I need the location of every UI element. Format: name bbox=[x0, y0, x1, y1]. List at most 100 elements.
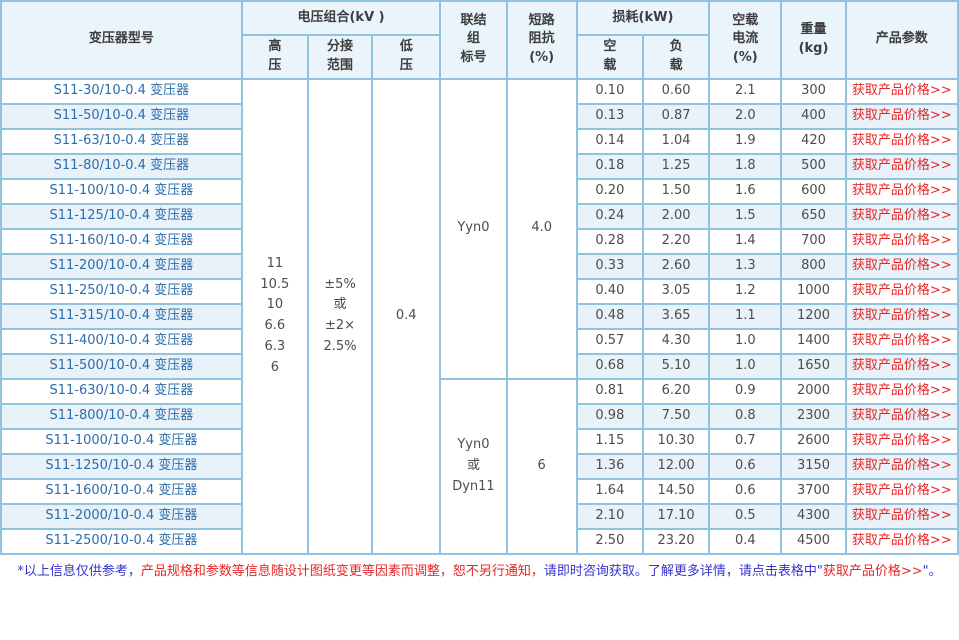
get-price-link[interactable]: 获取产品价格>> bbox=[844, 377, 959, 405]
no-load-loss-value: 0.40 bbox=[575, 277, 644, 305]
disclaimer-text: 产品规格和参数等信息随设计图纸变更等因素而调整，恕不另行通知， bbox=[140, 563, 544, 579]
model-link[interactable]: S11-2000/10-0.4 变压器 bbox=[0, 502, 243, 530]
disclaimer-text: 请即时咨询获取。了解更多详情，请点击表格中" bbox=[543, 563, 823, 579]
get-price-link[interactable]: 获取产品价格>> bbox=[844, 227, 959, 255]
model-link[interactable]: S11-160/10-0.4 变压器 bbox=[0, 227, 243, 255]
get-price-link[interactable]: 获取产品价格>> bbox=[844, 402, 959, 430]
model-link[interactable]: S11-400/10-0.4 变压器 bbox=[0, 327, 243, 355]
no-load-loss-value: 0.18 bbox=[575, 152, 644, 180]
model-link[interactable]: S11-63/10-0.4 变压器 bbox=[0, 127, 243, 155]
weight-value: 500 bbox=[780, 152, 847, 180]
model-link[interactable]: S11-500/10-0.4 变压器 bbox=[0, 352, 243, 380]
no-load-loss-value: 1.15 bbox=[575, 427, 644, 455]
no-load-loss-value: 0.33 bbox=[575, 252, 644, 280]
model-link[interactable]: S11-630/10-0.4 变压器 bbox=[0, 377, 243, 405]
get-price-link[interactable]: 获取产品价格>> bbox=[844, 302, 959, 330]
get-price-link[interactable]: 获取产品价格>> bbox=[844, 102, 959, 130]
table-row: S11-200/10-0.4 变压器 0.33 2.60 1.3 800 获取产… bbox=[0, 252, 959, 280]
model-link[interactable]: S11-100/10-0.4 变压器 bbox=[0, 177, 243, 205]
no-load-loss-value: 0.14 bbox=[575, 127, 644, 155]
model-link[interactable]: S11-800/10-0.4 变压器 bbox=[0, 402, 243, 430]
weight-value: 300 bbox=[780, 77, 847, 105]
get-price-link[interactable]: 获取产品价格>> bbox=[844, 527, 959, 555]
get-price-link[interactable]: 获取产品价格>> bbox=[844, 77, 959, 105]
load-loss-value: 14.50 bbox=[641, 477, 711, 505]
no-load-loss-value: 2.10 bbox=[575, 502, 644, 530]
header-loss-group: 损耗(kW) bbox=[575, 0, 711, 36]
weight-value: 2000 bbox=[780, 377, 847, 405]
header-model: 变压器型号 bbox=[0, 0, 243, 80]
model-link[interactable]: S11-2500/10-0.4 变压器 bbox=[0, 527, 243, 555]
lv-voltage-cell: 0.4 bbox=[371, 77, 442, 555]
model-link[interactable]: S11-1600/10-0.4 变压器 bbox=[0, 477, 243, 505]
model-link[interactable]: S11-30/10-0.4 变压器 bbox=[0, 77, 243, 105]
table-row: S11-50/10-0.4 变压器 0.13 0.87 2.0 400 获取产品… bbox=[0, 102, 959, 130]
model-link[interactable]: S11-315/10-0.4 变压器 bbox=[0, 302, 243, 330]
table-row: S11-630/10-0.4 变压器 Yyn0 或 Dyn11 6 0.81 6.2… bbox=[0, 377, 959, 555]
transformer-spec-page: 变压器型号 电压组合(kV ) 联结 组 标号 短路 阻抗 (%) 损耗(kW)… bbox=[0, 0, 959, 591]
no-load-loss-value: 0.28 bbox=[575, 227, 644, 255]
header-weight: 重量 (kg) bbox=[780, 0, 847, 80]
weight-value: 2300 bbox=[780, 402, 847, 430]
get-price-link[interactable]: 获取产品价格>> bbox=[844, 477, 959, 505]
get-price-link[interactable]: 获取产品价格>> bbox=[844, 427, 959, 455]
model-link[interactable]: S11-125/10-0.4 变压器 bbox=[0, 202, 243, 230]
no-load-current-value: 0.9 bbox=[708, 377, 783, 405]
model-link[interactable]: S11-1000/10-0.4 变压器 bbox=[0, 427, 243, 455]
load-loss-value: 1.04 bbox=[641, 127, 711, 155]
vector-group-cell: Yyn0 bbox=[439, 77, 508, 380]
no-load-current-value: 1.4 bbox=[708, 227, 783, 255]
load-loss-value: 6.20 bbox=[641, 377, 711, 405]
model-link[interactable]: S11-1250/10-0.4 变压器 bbox=[0, 452, 243, 480]
weight-value: 700 bbox=[780, 227, 847, 255]
no-load-current-value: 2.1 bbox=[708, 77, 783, 105]
weight-value: 3700 bbox=[780, 477, 847, 505]
table-row: S11-63/10-0.4 变压器 0.14 1.04 1.9 420 获取产品… bbox=[0, 127, 959, 155]
no-load-current-value: 1.0 bbox=[708, 327, 783, 355]
impedance-cell: 4.0 bbox=[505, 77, 578, 380]
get-price-link[interactable]: 获取产品价格>> bbox=[844, 127, 959, 155]
get-price-link[interactable]: 获取产品价格>> bbox=[844, 152, 959, 180]
disclaimer: *以上信息仅供参考，产品规格和参数等信息随设计图纸变更等因素而调整，恕不另行通知… bbox=[0, 555, 959, 591]
table-row: S11-2000/10-0.4 变压器 2.10 17.10 0.5 4300 … bbox=[0, 502, 959, 530]
header-no-load-current: 空载 电流 (%) bbox=[708, 0, 783, 80]
no-load-loss-value: 0.68 bbox=[575, 352, 644, 380]
model-link[interactable]: S11-200/10-0.4 变压器 bbox=[0, 252, 243, 280]
no-load-loss-value: 0.24 bbox=[575, 202, 644, 230]
get-price-link[interactable]: 获取产品价格>> bbox=[844, 452, 959, 480]
table-row: S11-800/10-0.4 变压器 0.98 7.50 0.8 2300 获取… bbox=[0, 402, 959, 430]
header-no-load-loss: 空 载 bbox=[575, 34, 644, 80]
table-row: S11-30/10-0.4 变压器 11 10.5 10 6.6 6.3 6 ±5… bbox=[0, 77, 959, 555]
table-row: S11-2500/10-0.4 变压器 2.50 23.20 0.4 4500 … bbox=[0, 527, 959, 555]
weight-value: 4500 bbox=[780, 527, 847, 555]
model-link[interactable]: S11-80/10-0.4 变压器 bbox=[0, 152, 243, 180]
get-price-link[interactable]: 获取产品价格>> bbox=[844, 252, 959, 280]
get-price-link[interactable]: 获取产品价格>> bbox=[844, 327, 959, 355]
no-load-loss-value: 0.10 bbox=[575, 77, 644, 105]
get-price-link[interactable]: 获取产品价格>> bbox=[844, 352, 959, 380]
no-load-loss-value: 1.36 bbox=[575, 452, 644, 480]
load-loss-value: 5.10 bbox=[641, 352, 711, 380]
get-price-link[interactable]: 获取产品价格>> bbox=[844, 502, 959, 530]
get-price-link[interactable]: 获取产品价格>> bbox=[844, 277, 959, 305]
no-load-current-value: 0.8 bbox=[708, 402, 783, 430]
no-load-current-value: 1.5 bbox=[708, 202, 783, 230]
no-load-current-value: 0.5 bbox=[708, 502, 783, 530]
no-load-loss-value: 1.64 bbox=[575, 477, 644, 505]
no-load-current-value: 0.6 bbox=[708, 452, 783, 480]
model-link[interactable]: S11-50/10-0.4 变压器 bbox=[0, 102, 243, 130]
no-load-loss-value: 0.20 bbox=[575, 177, 644, 205]
load-loss-value: 3.65 bbox=[641, 302, 711, 330]
header-hv: 高 压 bbox=[240, 34, 309, 80]
get-price-link[interactable]: 获取产品价格>> bbox=[844, 177, 959, 205]
table-row: S11-250/10-0.4 变压器 0.40 3.05 1.2 1000 获取… bbox=[0, 277, 959, 305]
load-loss-value: 23.20 bbox=[641, 527, 711, 555]
spec-table: 变压器型号 电压组合(kV ) 联结 组 标号 短路 阻抗 (%) 损耗(kW)… bbox=[0, 0, 959, 555]
load-loss-value: 0.87 bbox=[641, 102, 711, 130]
weight-value: 4300 bbox=[780, 502, 847, 530]
header-tap-range: 分接 范围 bbox=[306, 34, 374, 80]
table-row: S11-125/10-0.4 变压器 0.24 2.00 1.5 650 获取产… bbox=[0, 202, 959, 230]
model-link[interactable]: S11-250/10-0.4 变压器 bbox=[0, 277, 243, 305]
no-load-current-value: 1.6 bbox=[708, 177, 783, 205]
get-price-link[interactable]: 获取产品价格>> bbox=[844, 202, 959, 230]
